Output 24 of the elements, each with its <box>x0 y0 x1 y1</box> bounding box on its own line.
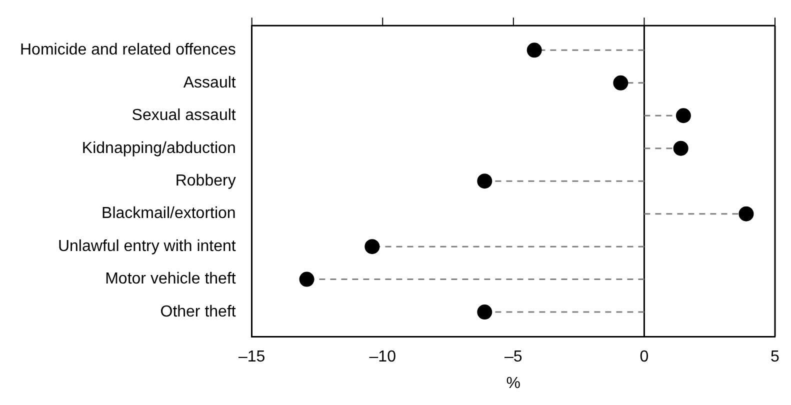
point <box>477 174 492 189</box>
y-tick-label: Assault <box>183 74 236 92</box>
point <box>673 140 688 156</box>
x-tick-label: 5 <box>770 348 780 366</box>
point <box>526 42 542 58</box>
point <box>613 75 628 90</box>
y-tick-label: Kidnapping/abduction <box>82 140 236 157</box>
x-tick-label: –5 <box>504 348 522 366</box>
x-tick-label: 0 <box>640 348 649 366</box>
y-tick-label: Unlawful entry with intent <box>58 238 236 255</box>
y-tick-label: Blackmail/extortion <box>102 205 236 222</box>
y-tick-label: Other theft <box>160 303 236 320</box>
x-tick-label: –15 <box>238 348 266 366</box>
point <box>299 272 314 287</box>
y-tick-label: Motor vehicle theft <box>105 270 236 288</box>
y-tick-label: Homicide and related offences <box>20 42 236 59</box>
x-axis-title: % <box>506 374 521 392</box>
y-tick-label: Robbery <box>175 172 236 190</box>
x-tick-label: –10 <box>369 348 396 366</box>
y-tick-label: Sexual assault <box>132 107 236 124</box>
point <box>676 108 691 124</box>
point <box>738 206 754 222</box>
point <box>477 304 492 320</box>
point <box>364 239 380 254</box>
